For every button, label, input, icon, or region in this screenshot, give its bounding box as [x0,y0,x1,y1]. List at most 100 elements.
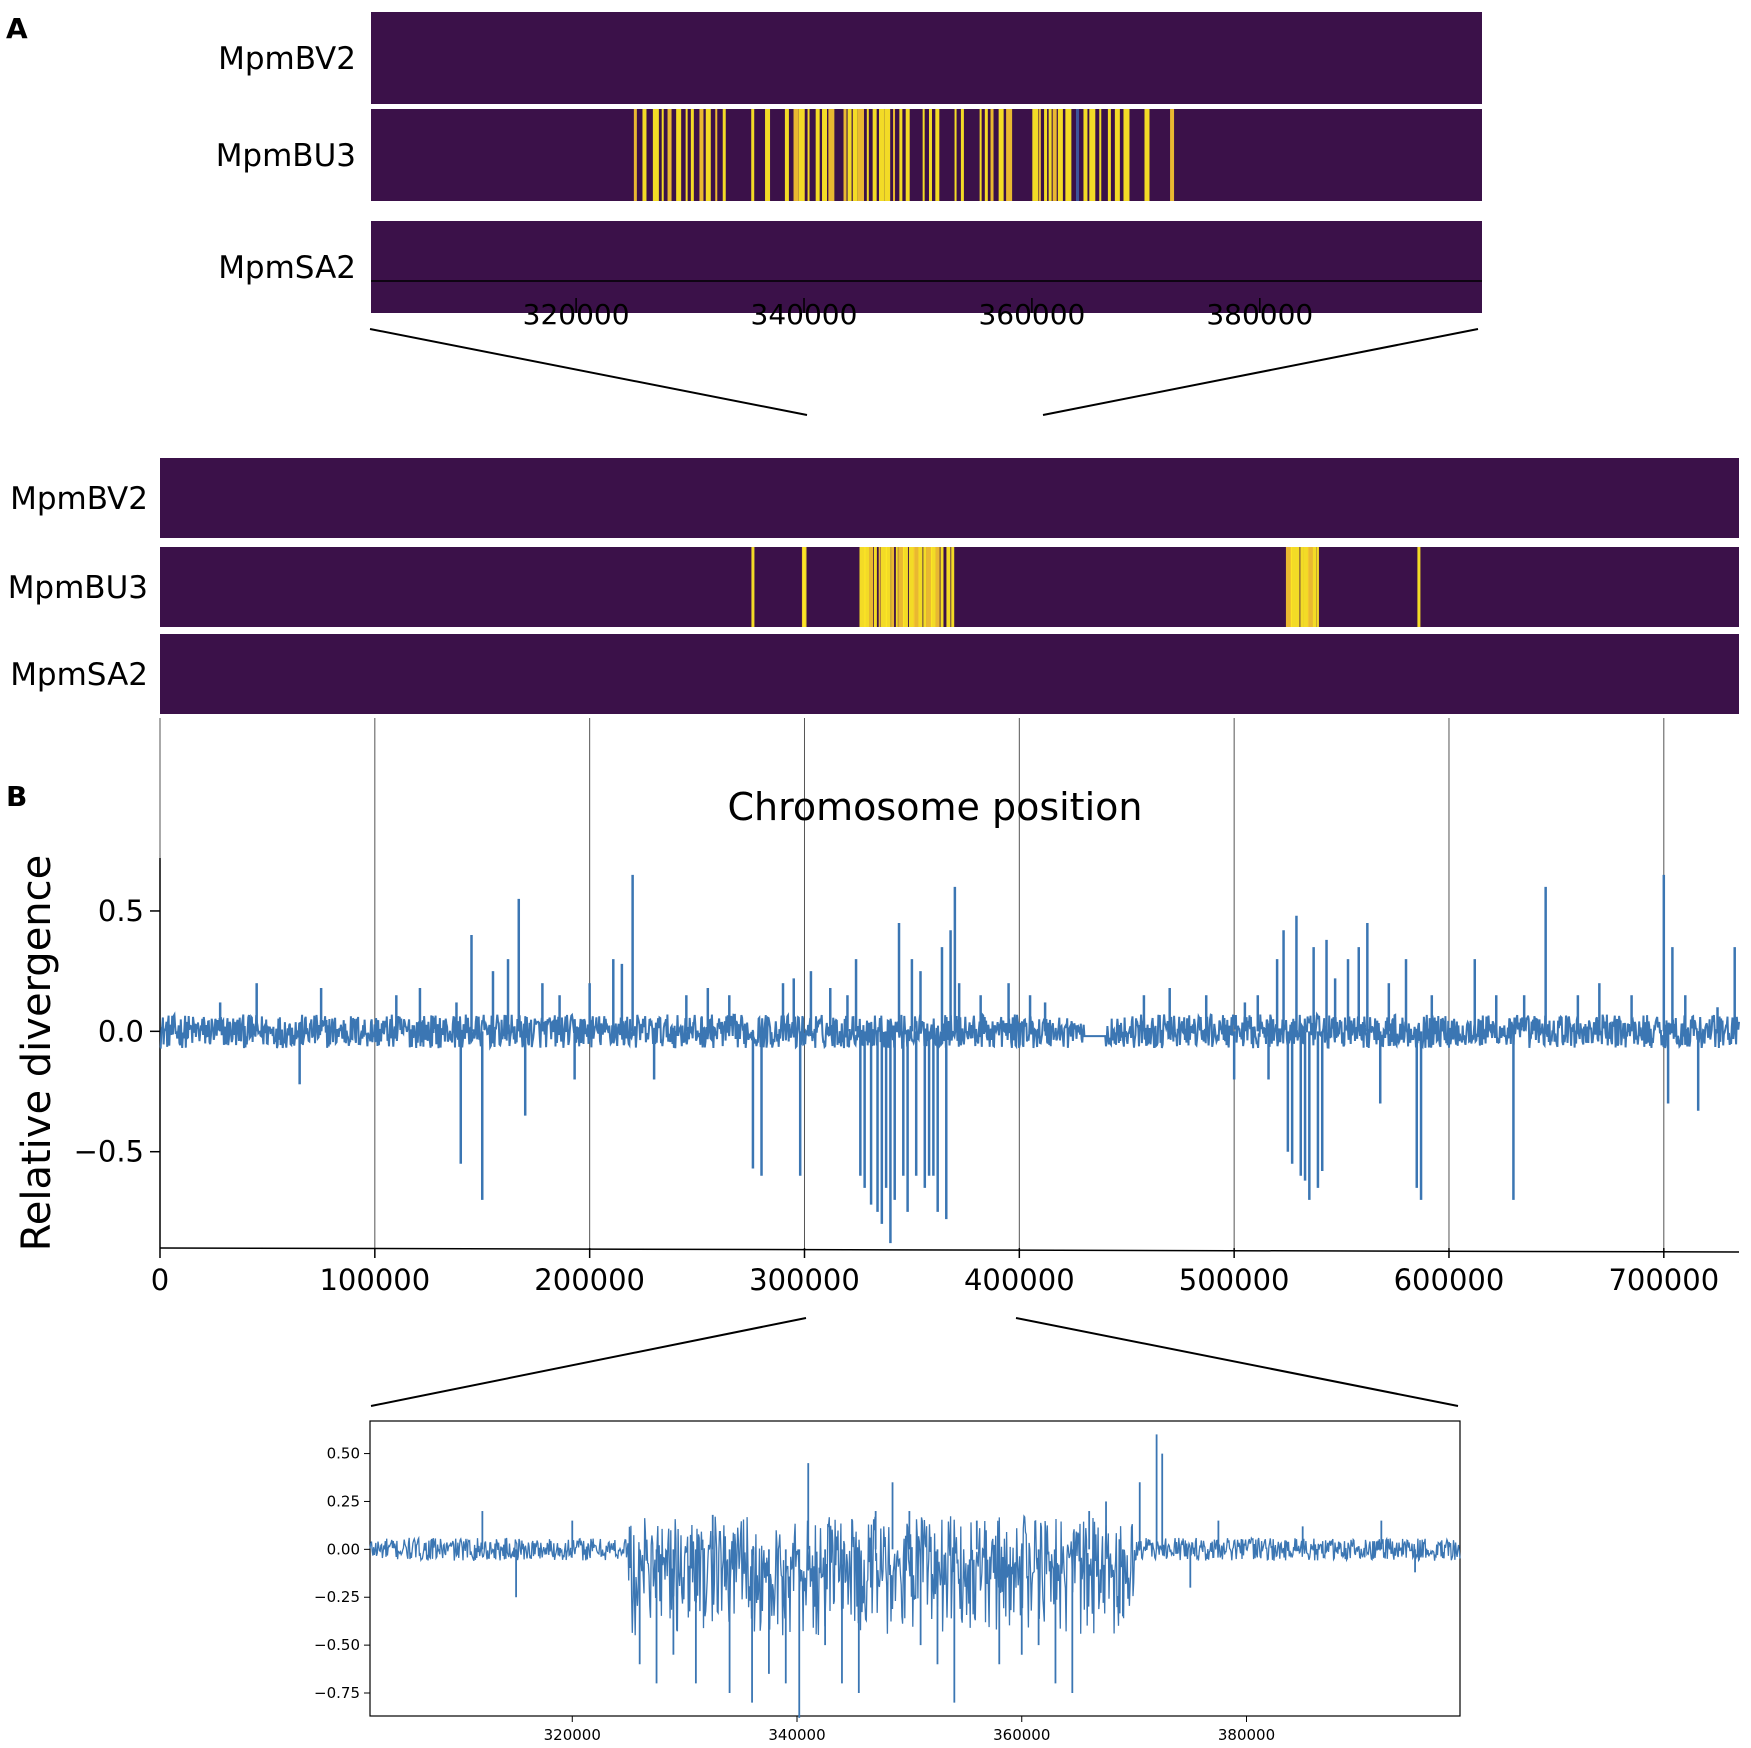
chromosome-position-label: Chromosome position [728,785,1143,829]
highlight-bar [866,109,869,201]
highlight-bar [928,109,932,201]
x-tick-label: 0 [151,1263,169,1297]
heatmap-zoom: MpmBV2 MpmBU3 MpmSA2 320000 340000 360000 3800… [216,12,1482,331]
highlight-bar [798,109,805,201]
row-label-mpmbv2: MpmBV2 [10,481,148,517]
x-axis [159,1247,1740,1253]
highlight-bar [905,109,910,201]
highlight-bar [699,109,704,201]
heatmap-row-mpmsa2 [371,221,1482,313]
y-tick-label: 0.0 [98,1014,144,1048]
highlight-bar [872,109,877,201]
x-tick-label: 100000 [319,1263,430,1297]
highlight-bar [847,109,852,201]
row-label-mpmbu3: MpmBU3 [216,138,356,174]
highlight-bar [751,109,755,201]
y-tick-label: 0.5 [98,894,144,928]
highlight-bar [873,547,877,627]
highlight-bar [1285,547,1292,627]
highlight-bar [885,547,891,627]
highlight-bar [960,109,964,201]
highlight-bar [1300,547,1304,627]
highlight-bar [979,109,982,201]
highlight-bar [815,109,820,201]
highlight-bar [1303,547,1310,627]
highlight-bar [1312,547,1317,627]
highlight-bar [784,109,789,201]
connector-line [1015,1317,1459,1407]
highlight-bar [751,547,755,627]
zoom-plot-frame [369,1420,1461,1717]
highlight-bar [984,109,988,201]
highlight-bar [1107,109,1111,201]
x-tick-label: 320000 [523,298,630,331]
highlight-bar [1038,109,1041,201]
highlight-bar [1114,109,1120,201]
y-tick-label: −0.25 [314,1588,360,1606]
highlight-bar [1144,109,1150,201]
highlight-bar [1006,109,1013,201]
x-tick-label: 320000 [544,1726,601,1744]
highlight-bar [859,547,866,627]
highlight-bar [935,547,940,627]
highlight-bar [893,109,896,201]
zoom-connectors [369,328,1479,1407]
x-tick-label: 360000 [993,1726,1050,1744]
heatmap-row-mpmbu3 [371,109,1482,201]
highlight-bar [878,109,884,201]
highlight-bar [899,109,903,201]
highlight-bar [923,547,927,627]
highlight-bar [884,109,891,201]
highlight-bar [1417,547,1421,627]
highlight-bar [765,109,771,201]
highlight-bar [913,547,919,627]
x-tick-label: 340000 [768,1726,825,1744]
highlight-bar [869,547,874,627]
highlight-bar [951,547,955,627]
divergence-zoom-series [369,1514,1461,1636]
highlight-bar [661,109,664,201]
highlight-bar [946,547,951,627]
highlight-bar [843,109,847,201]
highlight-bar [1065,109,1072,201]
highlight-bar [1290,547,1296,627]
highlight-bar [1089,109,1096,201]
highlight-bar [715,109,718,201]
row-label-mpmsa2: MpmSA2 [218,250,356,286]
heatmap-full: MpmBV2 MpmBU3 MpmSA2 [8,458,1739,714]
highlight-bar [895,547,898,627]
connector-line [1042,328,1479,416]
highlight-bar [1316,547,1319,627]
highlight-bar [926,547,933,627]
heatmap-row-mpmbv2 [160,458,1739,538]
row-label-mpmbu3: MpmBU3 [8,570,148,606]
highlight-bar [1032,109,1039,201]
highlight-bar [1123,109,1130,201]
highlight-bar [828,109,835,201]
heatmap-row-mpmsa2 [160,634,1739,714]
x-tick-label: 340000 [751,298,858,331]
highlight-bar [891,547,895,627]
highlight-bar [990,109,994,201]
highlight-bar [1052,109,1057,201]
row-label-mpmbv2: MpmBV2 [218,41,356,77]
x-tick-label: 360000 [978,298,1085,331]
divergence-zoom-chart: 0.50 0.25 0.00 −0.25 −0.50 −0.75 320000 340000 3… [314,1420,1461,1744]
x-tick-label: 400000 [964,1263,1075,1297]
highlight-bar [857,109,864,201]
heatmap-row-mpmbv2 [371,12,1482,104]
highlight-bar [918,547,923,627]
panel-label-a: A [6,12,28,45]
highlight-bar [807,109,810,201]
y-axis-label: Relative divergence [14,855,60,1252]
divergence-series [159,1011,1740,1051]
x-tick-label: 300000 [749,1263,860,1297]
highlight-bar [954,109,957,201]
y-tick-label: 0.00 [327,1540,360,1558]
highlight-bar [898,547,905,627]
row-label-mpmsa2: MpmSA2 [10,657,148,693]
highlight-bar [676,109,682,201]
highlight-bar [705,109,711,201]
highlight-bar [998,109,1004,201]
